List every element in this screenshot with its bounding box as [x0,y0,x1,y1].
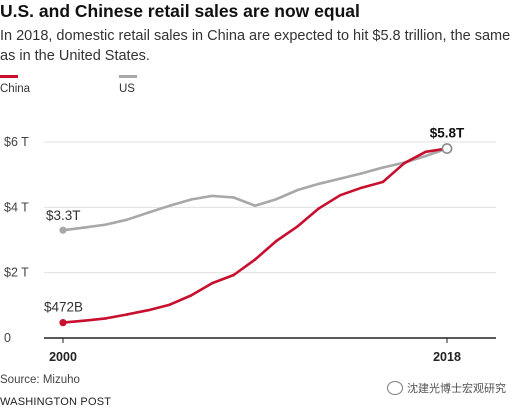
data-point-us [232,196,235,199]
data-point-us [275,197,278,201]
data-point-china [360,186,363,190]
legend-item-us: US [119,75,137,95]
annotation-end-value: $5.8T [430,126,465,141]
end-marker [441,143,453,154]
data-point-us [296,188,299,192]
watermark-text: 沈建光博士宏观研究 [407,383,506,395]
data-point-us [360,172,363,175]
legend-label-china: China [0,83,31,95]
series-line-us [61,147,449,232]
legend-swatch-us [119,75,137,78]
y-tick-label: $6 T [4,135,29,149]
chart-subtitle: In 2018, domestic retail sales in China … [0,28,511,64]
data-point-us [381,166,385,169]
data-point-us [189,198,193,201]
data-point-china [424,150,427,154]
annotation-china-start: $472B [44,300,83,315]
watermark: 沈建光博士宏观研究 [387,380,506,396]
legend-swatch-china [0,75,18,78]
legend-item-china: China [0,75,30,95]
data-point-china [339,193,342,197]
data-point-china [317,207,321,210]
data-point-us [317,182,321,186]
legend-label-us: US [119,83,135,95]
data-point-us [168,204,171,207]
publisher-credit: WASHINGTON POST [0,396,112,408]
data-point-china [83,319,86,322]
data-point-us [339,177,342,180]
data-point-china [168,303,171,306]
data-point-us [424,154,427,158]
series-line-china [61,147,449,324]
data-point-us [253,204,257,207]
source-note: Source: Mizuho [0,374,80,386]
data-point-us [104,223,107,226]
data-point-china [296,224,299,228]
data-point-us [83,226,86,229]
data-point-us [147,211,150,214]
x-tick-label: 2000 [49,350,77,364]
y-tick-label: 0 [4,331,11,345]
data-point-china [125,313,129,316]
data-point-china [104,317,107,320]
data-point-china [275,239,278,243]
data-point-china [211,281,214,285]
data-point-china [232,273,235,277]
data-point-us [211,194,214,198]
data-point-china [381,180,385,184]
data-point-china [147,308,150,312]
data-point-china [253,258,257,261]
data-point-china [403,161,406,165]
start-marker-us [59,226,67,234]
y-tick-label: $4 T [4,200,29,214]
x-tick-label: 2018 [433,350,461,364]
data-point-china [189,294,193,297]
data-point-us [125,218,129,222]
start-marker-china [59,319,67,327]
annotation-us-start: $3.3T [46,208,81,223]
chart-title: U.S. and Chinese retail sales are now eq… [0,1,360,21]
wechat-icon [387,381,403,395]
y-tick-label: $2 T [4,266,29,280]
